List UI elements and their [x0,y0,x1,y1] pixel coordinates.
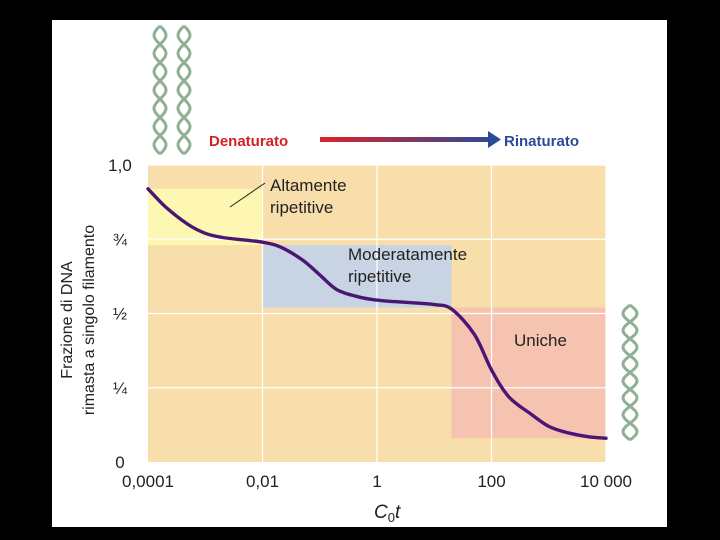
header-arrow-head [488,131,501,148]
header-arrow-shaft [320,137,490,142]
y-tick-label-4: ¾ [113,230,128,249]
x-tick-label-1: 0,0001 [122,472,174,491]
region-label-1-line-2: ripetitive [270,198,333,217]
header-denaturato: Denaturato [209,133,288,150]
y-tick-label-3: ½ [113,305,127,324]
region-label-2-line-1: Moderatamente [348,245,467,264]
y-axis-title-line1: Frazione di DNA [59,261,76,379]
region-label-2-line-2: ripetitive [348,267,411,286]
x-axis-title-main: C [374,502,388,523]
altamente-leader-line [229,182,266,208]
region-label-1-line-1: Altamente [270,176,347,195]
region-label-layer: Altamente ripetitive Moderatamente ripetiti… [270,176,567,350]
dna-denatured-strands-icon [152,24,192,156]
x-axis-title: C0t [374,502,401,525]
y-tick-label-1: 0 [115,453,124,472]
slide: 0,0001 0,01 1 100 10 000 0 ¼ ½ ¾ 1,0 Altamente rip… [52,20,667,527]
header-rinaturato: Rinaturato [504,133,579,150]
x-tick-label-3: 1 [372,472,381,491]
region-box-1 [148,188,263,246]
x-axis-title-sub: 0 [388,510,395,525]
x-tick-label-4: 100 [477,472,505,491]
chart-svg: 0,0001 0,01 1 100 10 000 0 ¼ ½ ¾ 1,0 Altamente rip… [59,24,639,525]
tick-layer: 0,0001 0,01 1 100 10 000 0 ¼ ½ ¾ 1,0 [108,156,632,491]
y-tick-label-5: 1,0 [108,156,132,175]
region-box-3 [451,307,606,439]
x-tick-label-2: 0,01 [246,472,279,491]
x-tick-label-5: 10 000 [580,472,632,491]
dna-double-helix-icon [621,303,639,442]
y-tick-label-2: ¼ [113,379,128,398]
curve-layer [146,187,608,440]
y-axis-title-line2: rimasta a singolo filamento [81,225,98,415]
renaturation-curve [146,187,608,440]
x-axis-title-var: t [395,502,401,523]
region-label-3-line-1: Uniche [514,331,567,350]
